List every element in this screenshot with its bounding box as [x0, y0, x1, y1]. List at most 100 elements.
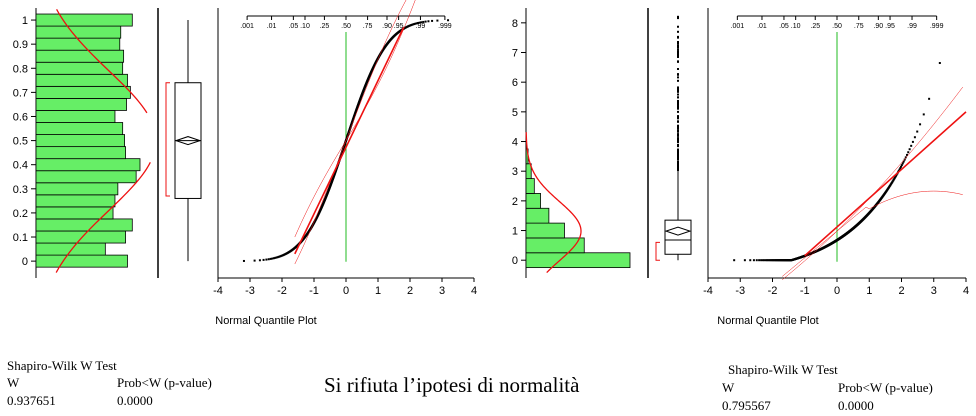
histogram-bar — [525, 178, 535, 194]
histogram-bar — [525, 222, 565, 239]
quantile-point — [768, 259, 771, 262]
box-mean-diamond — [664, 226, 692, 236]
hist-y-tick-label: 0.2 — [13, 208, 28, 220]
quantile-point — [755, 259, 758, 262]
box-outlier-point — [677, 149, 679, 152]
quantile-point — [767, 259, 770, 262]
box-outlier-point — [677, 76, 679, 79]
histogram-bar — [35, 61, 124, 75]
box-outlier-point — [677, 60, 679, 63]
box-outlier-point — [677, 42, 679, 45]
quantile-x-tick-label: 3 — [439, 285, 445, 297]
quantile-point — [427, 20, 430, 23]
quantile-point — [447, 19, 450, 22]
box-outlier-point — [677, 140, 679, 143]
quantile-point — [922, 113, 925, 116]
quantile-point — [422, 20, 425, 23]
histogram-bar — [35, 194, 116, 208]
histogram-bar — [35, 146, 126, 160]
probability-tick-label: .90 — [873, 23, 883, 30]
histogram-bar — [35, 170, 137, 184]
box-outlier-point — [677, 168, 679, 171]
hist-y-tick-label: 0 — [512, 255, 518, 267]
quantile-point — [415, 22, 418, 25]
box-outlier-point — [677, 101, 679, 104]
box-outlier-point — [677, 107, 679, 110]
box-outlier-point — [677, 15, 679, 18]
right-p-label: Prob<W (p-value) — [838, 380, 933, 395]
quantile-point — [761, 259, 764, 262]
box-outlier-point — [677, 25, 679, 28]
quantile-point — [895, 174, 898, 177]
quantile-point — [418, 21, 421, 24]
quantile-point — [904, 156, 907, 159]
box-outlier-point — [677, 48, 679, 51]
box-outlier-point — [677, 41, 679, 44]
quantile-point — [911, 140, 914, 143]
hist-y-tick-label: 0.8 — [13, 63, 28, 75]
box-outlier-point — [677, 157, 679, 160]
confidence-band — [782, 86, 963, 280]
confidence-band — [294, 0, 407, 265]
probability-tick-label: .999 — [930, 23, 944, 30]
box-outlier-point — [677, 165, 679, 168]
quantile-point — [242, 259, 245, 262]
quantile-point — [411, 23, 414, 26]
quantile-point — [413, 23, 416, 26]
quantile-point — [272, 257, 275, 260]
box-outlier-point — [677, 87, 679, 90]
probability-tick-label: .001 — [240, 23, 254, 30]
hist-y-tick-label: 0.6 — [13, 111, 28, 123]
histogram-bar — [525, 252, 631, 269]
quantile-point — [436, 19, 439, 22]
quantile-point — [420, 21, 423, 24]
quantile-x-tick-label: -3 — [735, 285, 745, 297]
histogram-bar — [35, 122, 124, 135]
normal-fit-curve — [56, 9, 148, 114]
quantile-point — [417, 21, 420, 24]
quantile-point — [900, 164, 903, 167]
histogram-bar — [35, 85, 131, 99]
quantile-point — [414, 22, 417, 25]
box-outlier-point — [677, 30, 679, 33]
box-outlier-point — [677, 145, 679, 148]
box-outlier-point — [677, 134, 679, 137]
right-test-title: Shapiro-Wilk W Test — [728, 362, 838, 377]
box-outlier-point — [677, 143, 679, 146]
quantile-point — [928, 97, 931, 100]
box-mean-diamond — [174, 136, 202, 146]
box-outlier-point — [677, 35, 679, 38]
box-outlier-point — [677, 79, 679, 82]
normal-fit-curve — [525, 132, 582, 274]
histogram-bar — [35, 49, 125, 63]
box-outlier-point — [677, 154, 679, 157]
quantile-x-tick-label: -1 — [800, 285, 810, 297]
right-w-value: 0.795567 — [722, 398, 771, 413]
box-outlier-point — [677, 156, 679, 159]
normal-fit-line — [294, 26, 405, 255]
hist-y-tick-label: 8 — [512, 18, 518, 30]
histogram-bar — [35, 230, 126, 244]
probability-tick-label: .05 — [288, 23, 298, 30]
box-outlier-point — [677, 51, 679, 54]
probability-tick-label: .95 — [885, 23, 895, 30]
quantile-point — [898, 168, 901, 171]
box-outlier-point — [677, 90, 679, 93]
hist-y-tick-label: 3 — [512, 166, 518, 178]
quantile-point — [743, 259, 746, 262]
quantile-point — [899, 167, 902, 170]
left-w-label: W — [7, 375, 20, 390]
box-outlier-point — [677, 129, 679, 132]
quantile-plot-label: Normal Quantile Plot — [215, 315, 317, 327]
histogram-bar — [35, 134, 125, 148]
box-outlier-point — [677, 17, 679, 20]
hist-y-tick-label: 0.4 — [13, 160, 28, 172]
quantile-point — [938, 62, 941, 65]
histogram-bar — [525, 163, 532, 180]
quantile-x-tick-label: -3 — [245, 285, 255, 297]
normal-fit-curve — [55, 162, 151, 273]
quantile-point — [274, 256, 277, 259]
quantile-point — [749, 259, 752, 262]
histogram-bar — [35, 13, 133, 27]
quantile-point — [916, 130, 919, 133]
